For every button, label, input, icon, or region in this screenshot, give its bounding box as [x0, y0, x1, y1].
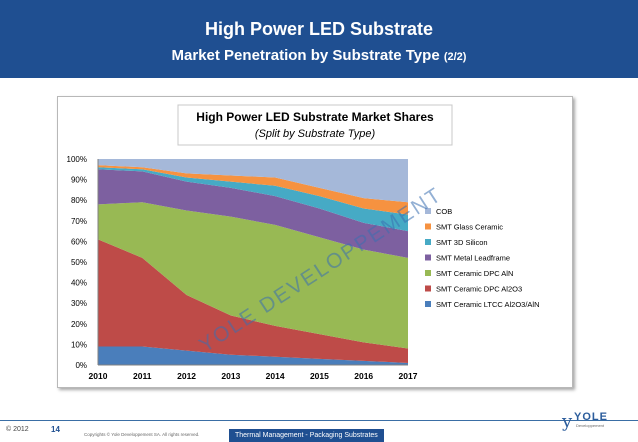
y-tick-label: 80% [71, 196, 87, 205]
y-tick-label: 70% [71, 217, 87, 226]
legend-swatch [425, 270, 431, 276]
legend-label: SMT Ceramic LTCC Al2O3/AlN [436, 300, 540, 309]
x-tick-label: 2010 [89, 371, 108, 381]
y-tick-label: 30% [71, 299, 87, 308]
x-tick-label: 2015 [310, 371, 329, 381]
page-subtitle-text: Market Penetration by Substrate Type [171, 47, 440, 64]
area-series-5 [98, 167, 408, 232]
legend-swatch [425, 223, 431, 230]
legend-label: SMT Ceramic DPC Al2O3 [436, 285, 522, 294]
page-subtitle: Market Penetration by Substrate Type (2/… [0, 47, 638, 64]
y-tick-label: 40% [71, 279, 87, 288]
x-tick-label: 2016 [354, 371, 373, 381]
legend-swatch [425, 285, 431, 292]
y-tick-label: 100% [67, 155, 87, 164]
y-tick-label: 20% [71, 320, 87, 329]
legend-label: COB [436, 207, 452, 216]
header-banner: High Power LED Substrate Market Penetrat… [0, 0, 638, 78]
chart-title: High Power LED Substrate Market Shares [196, 110, 434, 124]
y-tick-label: 60% [71, 237, 87, 246]
legend-swatch [425, 239, 431, 245]
y-tick-label: 50% [71, 258, 87, 267]
area-series-2 [98, 239, 408, 363]
page-number: 14 [51, 425, 60, 434]
footer-divider [0, 420, 638, 421]
market-share-chart: High Power LED Substrate Market Shares (S… [67, 104, 540, 381]
y-tick-label: 10% [71, 340, 87, 349]
footer-section-label: Thermal Management - Packaging Substrate… [229, 429, 384, 442]
chart-title-box [177, 104, 453, 146]
legend-swatch [425, 254, 431, 261]
logo-tagline: Developpement [576, 423, 605, 428]
page-title: High Power LED Substrate [204, 19, 434, 39]
footer-small-print: Copyrights © Yole Developpement SA. All … [84, 432, 200, 437]
chart-subtitle: (Split by Substrate Type) [255, 128, 376, 140]
y-tick-label: 0% [75, 361, 87, 370]
legend-swatch [425, 208, 431, 214]
area-series-4 [98, 169, 408, 258]
chart-frame: High Power LED Substrate Market Shares (S… [57, 96, 573, 388]
logo-name: YOLE [574, 411, 608, 423]
legend-label: SMT Glass Ceramic [436, 223, 503, 232]
y-tick-label: 90% [71, 176, 87, 185]
x-tick-label: 2012 [177, 371, 196, 381]
logo-mark: y [562, 411, 573, 432]
legend-label: SMT Ceramic DPC AlN [436, 269, 513, 278]
x-tick-label: 2013 [221, 371, 240, 381]
legend-label: SMT 3D Silicon [436, 238, 488, 247]
x-tick-label: 2014 [266, 371, 285, 381]
legend-swatch [425, 301, 431, 307]
x-tick-label: 2011 [133, 371, 152, 381]
legend-label: SMT Metal Leadframe [436, 254, 510, 263]
area-series-3 [98, 202, 408, 349]
area-series-7 [98, 159, 408, 203]
area-series-6 [98, 165, 408, 215]
footer-copyright: © 2012 [6, 426, 29, 433]
yole-logo: y YOLE Developpement [562, 405, 626, 435]
page-subtitle-part: (2/2) [443, 51, 467, 63]
x-tick-label: 2017 [399, 371, 418, 381]
